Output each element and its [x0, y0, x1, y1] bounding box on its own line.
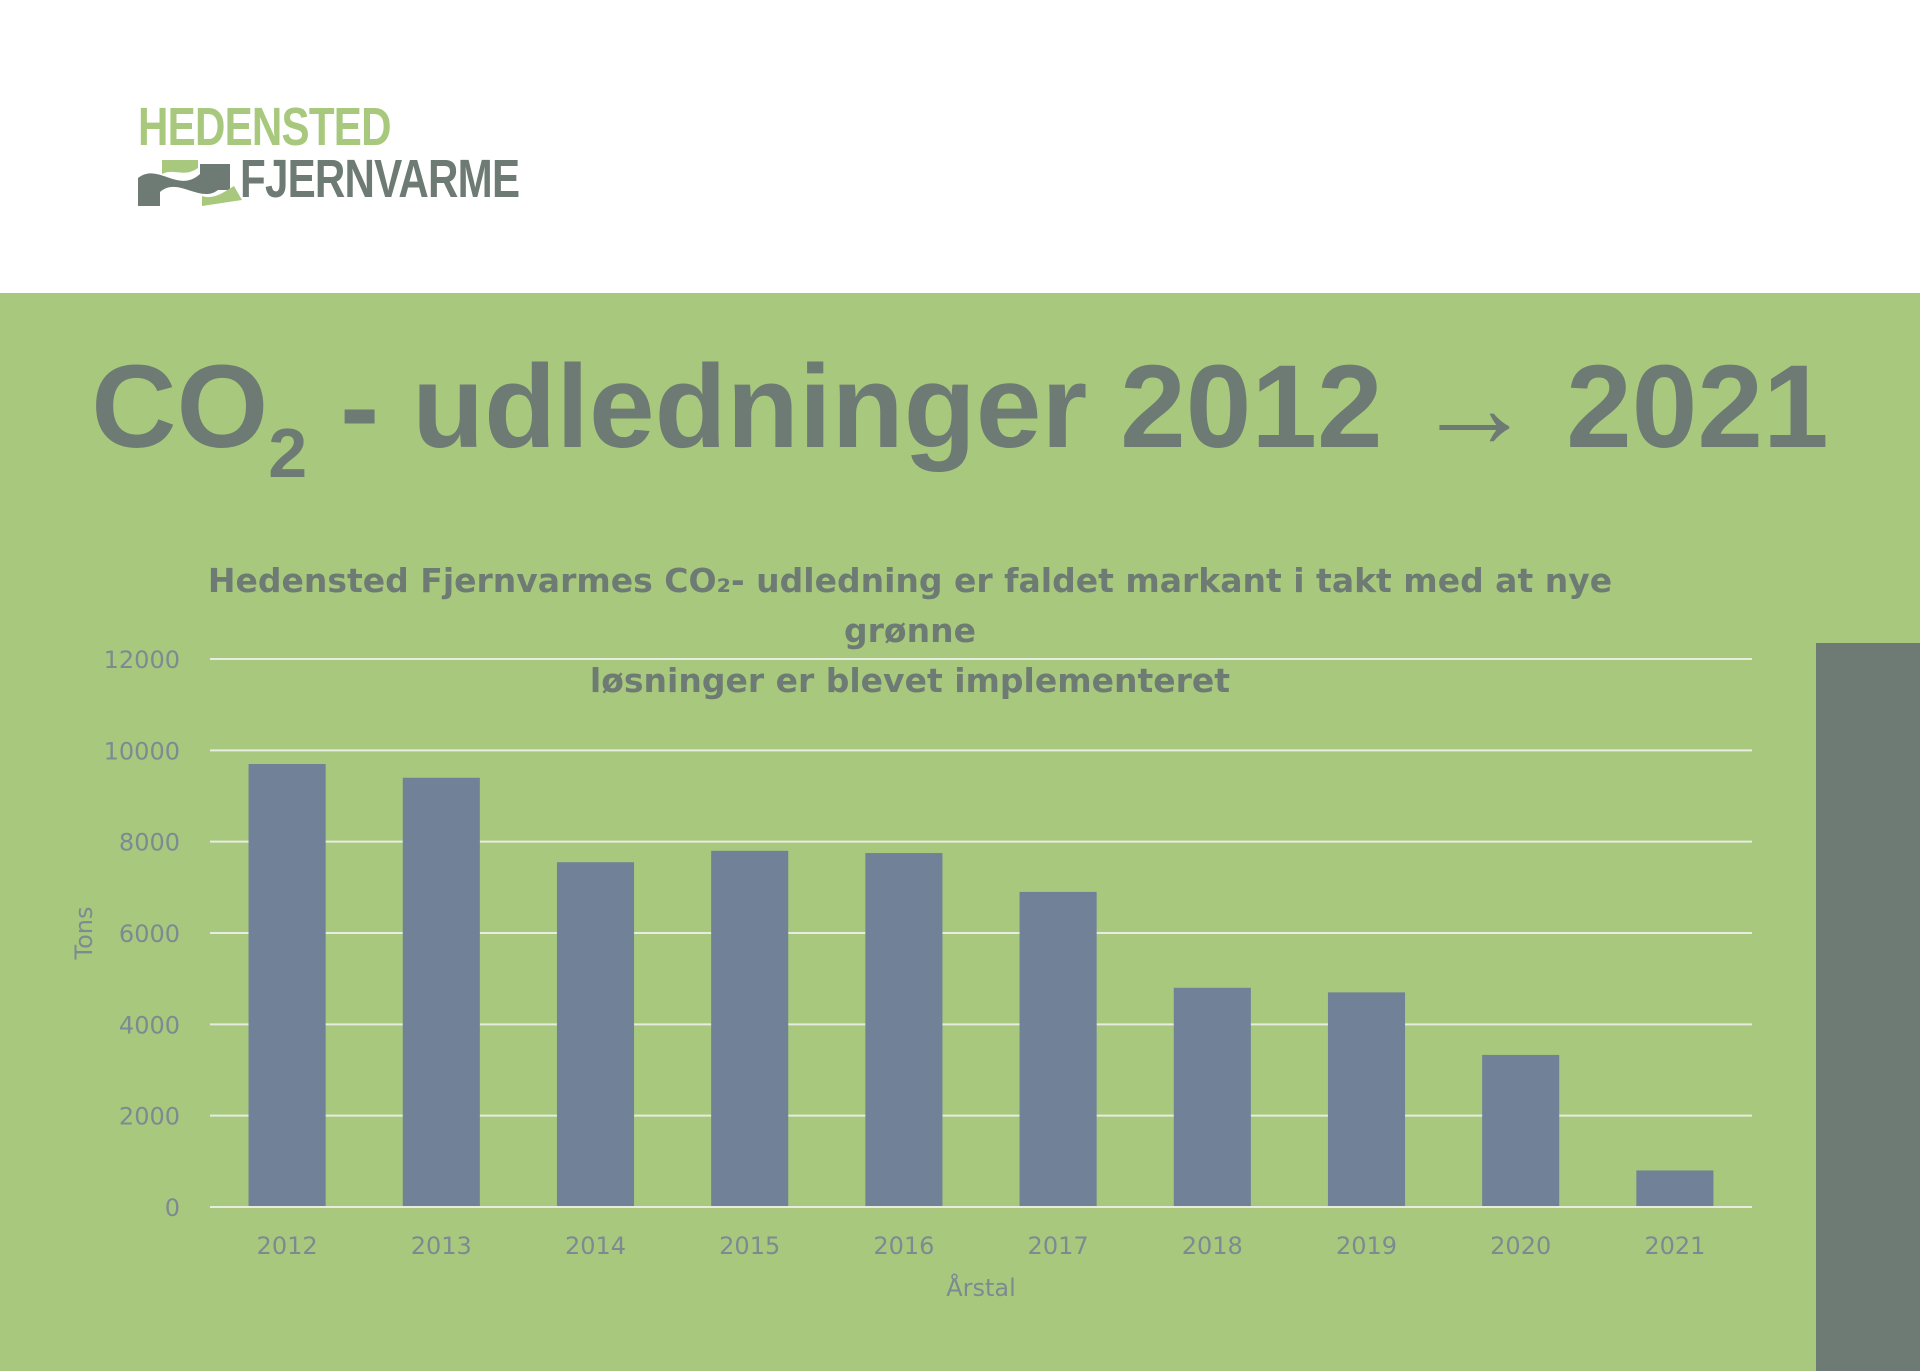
chart-title: Hedensted Fjernvarmes CO₂- udledning er …	[200, 556, 1620, 706]
chart-title-line-2: løsninger er blevet implementeret	[589, 661, 1231, 700]
wave-arrow-icon	[138, 160, 242, 206]
x-tick-label: 2019	[1336, 1232, 1397, 1260]
y-tick-label: 4000	[119, 1011, 180, 1039]
bar-2019	[1327, 992, 1406, 1207]
logo-text-fjernvarme: FJERNVARME	[240, 149, 520, 209]
page-title-rest: - udledninger 2012 → 2021	[307, 341, 1829, 473]
page-title-subscript: 2	[268, 414, 308, 492]
x-tick-label: 2021	[1644, 1232, 1705, 1260]
page-title-co: CO	[91, 341, 269, 473]
y-tick-label: 10000	[104, 737, 180, 765]
y-tick-label: 6000	[119, 920, 180, 948]
page-title: CO2 - udledninger 2012 → 2021	[0, 341, 1920, 492]
bar-2021	[1636, 1170, 1714, 1207]
bar-2012	[248, 764, 326, 1207]
hedensted-fjernvarme-logo: HEDENSTED FJERNVARME	[138, 97, 520, 210]
bar-2014	[556, 862, 635, 1207]
x-tick-label: 2014	[565, 1232, 626, 1260]
bar-2018	[1173, 987, 1251, 1207]
x-tick-label: 2013	[411, 1232, 472, 1260]
y-tick-label: 12000	[104, 646, 180, 674]
bar-2013	[402, 777, 480, 1207]
logo-text-hedensted: HEDENSTED	[138, 97, 392, 157]
x-tick-label: 2017	[1028, 1232, 1089, 1260]
y-axis-label: Tons	[70, 907, 98, 961]
x-tick-label: 2016	[873, 1232, 934, 1260]
x-tick-label: 2015	[719, 1232, 780, 1260]
y-tick-label: 2000	[119, 1103, 180, 1131]
bar-2020	[1482, 1054, 1560, 1207]
x-tick-label: 2012	[257, 1232, 318, 1260]
x-tick-label: 2020	[1490, 1232, 1551, 1260]
bar-2017	[1019, 891, 1097, 1207]
bar-2015	[711, 850, 789, 1207]
bar-2016	[865, 853, 943, 1207]
x-tick-label: 2018	[1182, 1232, 1243, 1260]
chart-title-line-1: Hedensted Fjernvarmes CO₂- udledning er …	[207, 561, 1613, 650]
x-axis-label: Årstal	[946, 1273, 1016, 1302]
y-tick-label: 8000	[119, 829, 180, 857]
y-tick-label: 0	[165, 1194, 180, 1222]
side-accent-bar	[1816, 643, 1920, 1371]
